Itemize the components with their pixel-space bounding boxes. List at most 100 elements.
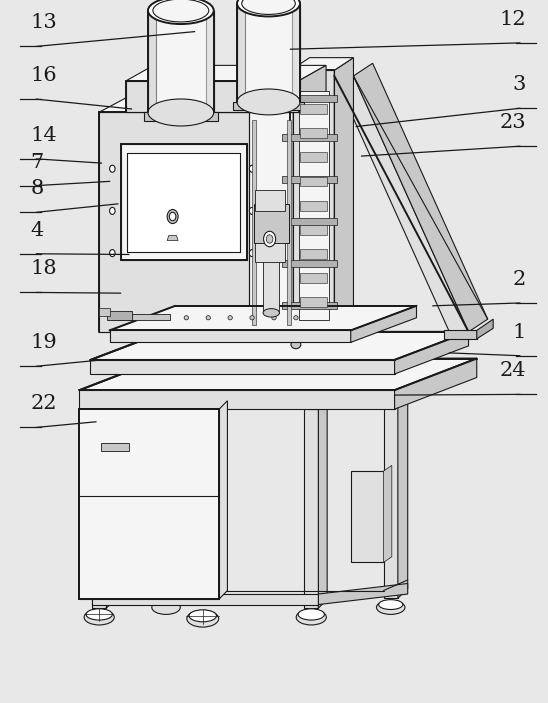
Ellipse shape [167,209,178,224]
Ellipse shape [249,165,255,172]
Polygon shape [398,349,408,598]
Polygon shape [282,302,337,309]
Ellipse shape [249,250,255,257]
Polygon shape [318,401,327,608]
Polygon shape [334,76,469,332]
Polygon shape [144,112,218,121]
Text: 18: 18 [30,259,57,278]
Text: 23: 23 [499,113,526,132]
Text: 4: 4 [30,221,43,240]
Ellipse shape [264,231,276,247]
Polygon shape [351,306,416,342]
Polygon shape [107,311,132,320]
Ellipse shape [206,316,210,320]
Polygon shape [282,218,337,225]
Polygon shape [334,58,353,332]
Polygon shape [110,306,416,330]
Ellipse shape [376,600,405,614]
Polygon shape [299,65,326,112]
Polygon shape [384,465,392,562]
Ellipse shape [110,207,115,214]
Polygon shape [106,401,115,608]
Polygon shape [148,11,214,112]
Text: 7: 7 [30,153,43,172]
Polygon shape [101,443,129,451]
Text: 24: 24 [500,361,526,380]
Polygon shape [99,112,269,332]
Polygon shape [290,58,353,70]
Polygon shape [282,134,337,141]
Polygon shape [300,249,327,259]
Polygon shape [90,360,395,374]
Polygon shape [318,583,408,605]
Polygon shape [249,112,293,332]
Polygon shape [92,594,318,605]
Ellipse shape [110,165,115,172]
Polygon shape [206,11,214,112]
Polygon shape [300,225,327,235]
Polygon shape [252,120,256,325]
Polygon shape [282,95,337,102]
Polygon shape [148,11,156,112]
Polygon shape [255,190,285,211]
Polygon shape [444,330,477,339]
Polygon shape [79,359,477,390]
Polygon shape [304,409,318,608]
Polygon shape [477,319,493,339]
Polygon shape [79,409,219,599]
Polygon shape [90,332,469,360]
Text: 19: 19 [30,333,57,352]
Polygon shape [254,204,289,243]
Ellipse shape [228,316,232,320]
Ellipse shape [184,316,189,320]
Polygon shape [219,401,227,599]
Text: 1: 1 [513,323,526,342]
Ellipse shape [237,0,300,16]
Polygon shape [300,153,327,162]
Text: 12: 12 [499,10,526,29]
Ellipse shape [263,309,279,317]
Polygon shape [282,176,337,183]
Polygon shape [112,314,170,320]
Polygon shape [351,471,384,562]
Polygon shape [300,176,327,186]
Ellipse shape [242,0,295,15]
Polygon shape [110,330,351,342]
Polygon shape [232,102,305,110]
Polygon shape [300,128,327,138]
Ellipse shape [148,0,214,24]
Ellipse shape [110,250,115,257]
Polygon shape [282,260,337,267]
Ellipse shape [272,316,276,320]
Ellipse shape [379,600,403,610]
Polygon shape [290,70,334,332]
Polygon shape [300,104,327,114]
Ellipse shape [291,340,301,349]
Ellipse shape [298,609,324,620]
Polygon shape [121,144,247,260]
Ellipse shape [187,610,219,627]
Ellipse shape [266,235,273,243]
Ellipse shape [250,316,254,320]
Polygon shape [263,243,279,313]
Text: 22: 22 [30,394,56,413]
Text: 13: 13 [30,13,57,32]
Polygon shape [353,63,488,332]
Ellipse shape [169,212,176,221]
Polygon shape [99,95,301,112]
Polygon shape [300,273,327,283]
Text: 16: 16 [30,66,57,85]
Ellipse shape [152,600,180,614]
Ellipse shape [84,610,115,625]
Polygon shape [237,4,300,102]
Polygon shape [126,81,299,112]
Polygon shape [79,390,395,409]
Polygon shape [92,409,106,608]
Ellipse shape [189,610,216,621]
Polygon shape [395,359,477,409]
Text: 3: 3 [513,75,526,94]
Polygon shape [293,103,307,332]
Text: 8: 8 [30,179,43,198]
Ellipse shape [86,609,112,620]
Polygon shape [269,95,301,332]
